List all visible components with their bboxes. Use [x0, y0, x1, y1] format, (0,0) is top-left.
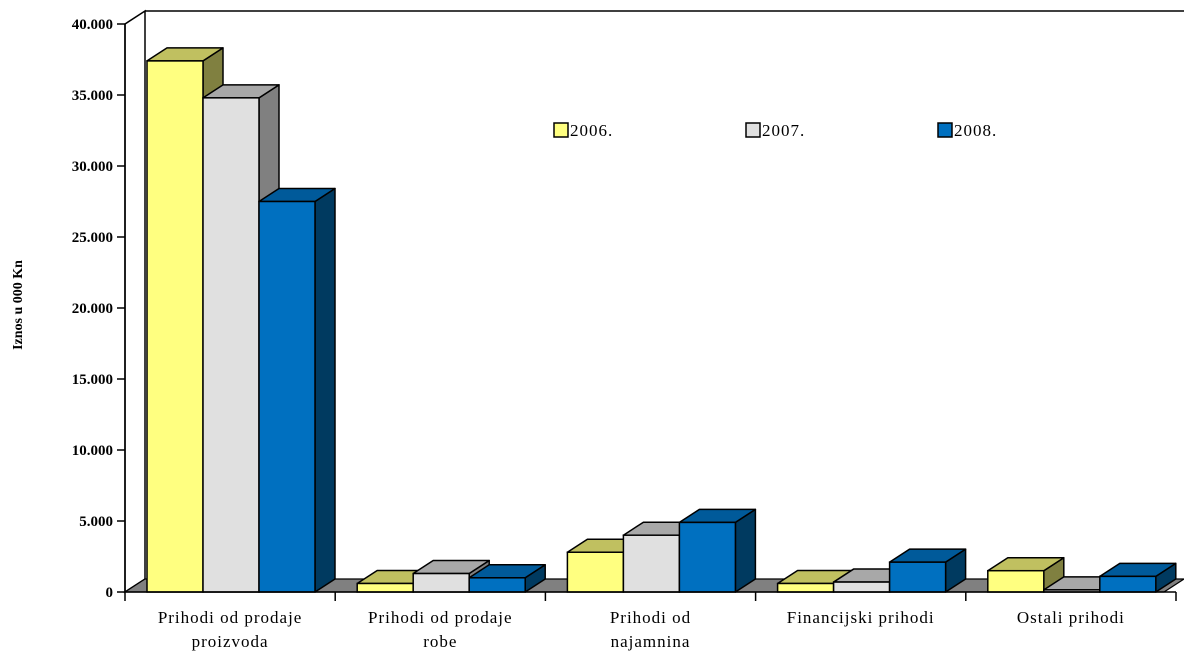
bar-side	[734, 508, 757, 593]
legend-item-0: 2006.	[553, 121, 613, 140]
bars-group	[146, 47, 1177, 593]
bar-front	[1099, 575, 1157, 593]
left-wall	[124, 9, 146, 594]
y-tick-label: 20.000	[72, 301, 113, 317]
bar-4-0	[987, 556, 1065, 593]
x-category-label-line: najamnina	[611, 632, 691, 651]
legend-label: 2007.	[762, 121, 805, 140]
bar-1-2	[468, 564, 546, 593]
bar-front	[202, 97, 260, 593]
legend-swatch	[937, 122, 953, 138]
legend: 2006. 2007. 2008.	[553, 121, 997, 140]
bar-front	[622, 534, 681, 593]
bar-3-2	[888, 548, 967, 593]
bar-front	[888, 561, 947, 593]
bar-front	[258, 200, 316, 593]
y-axis-title: Iznos u 000 Kn	[11, 260, 26, 350]
y-tick-label: 0	[106, 585, 114, 601]
y-tick-label: 10.000	[72, 443, 113, 459]
bar-front	[356, 582, 414, 593]
x-category-label: Prihodi od najamnina	[610, 608, 691, 651]
bar-4-2	[1099, 562, 1177, 593]
x-category-label-line: Prihodi od	[610, 608, 691, 627]
bar-front	[832, 581, 891, 593]
bar-0-2	[258, 187, 336, 593]
x-category-label: Financijski prihodi	[787, 608, 935, 627]
x-category-label-line: Prihodi od prodaje	[158, 608, 303, 627]
y-tick-label: 5.000	[79, 514, 113, 530]
legend-item-2: 2008.	[937, 121, 997, 140]
y-tick-label: 15.000	[72, 372, 113, 388]
bar-front	[678, 521, 737, 593]
y-tick-label: 25.000	[72, 230, 113, 246]
bar-front	[412, 572, 470, 593]
x-category-label-line: Prihodi od prodaje	[368, 608, 513, 627]
x-category-label: Ostali prihodi	[1017, 608, 1125, 627]
y-axis: 0 5.000 10.000 15.000 20.000 25.000 30.000 35.0…	[72, 17, 126, 601]
x-category-label-line: Financijski prihodi	[787, 608, 935, 627]
legend-label: 2008.	[954, 121, 997, 140]
x-category-label: Prihodi od prodaje robe	[368, 608, 513, 651]
legend-item-1: 2007.	[745, 121, 805, 140]
x-category-label-line: proizvoda	[192, 632, 269, 651]
legend-swatch	[553, 122, 569, 138]
x-category-label-line: robe	[423, 632, 457, 651]
x-category-label-line: Ostali prihodi	[1017, 608, 1125, 627]
bar-front	[468, 577, 526, 593]
y-tick-label: 30.000	[72, 159, 113, 175]
bar-front	[146, 60, 204, 593]
bar-side	[314, 187, 336, 593]
legend-swatch	[745, 122, 761, 138]
bar-front	[776, 582, 835, 593]
legend-label: 2006.	[570, 121, 613, 140]
bar-front	[566, 551, 625, 593]
bar-1-1	[412, 559, 490, 593]
bar-front	[987, 569, 1045, 593]
bar-2-2	[678, 508, 757, 593]
x-category-label: Prihodi od prodaje proizvoda	[158, 608, 303, 651]
y-tick-label: 40.000	[72, 17, 113, 33]
y-tick-label: 35.000	[72, 88, 113, 104]
